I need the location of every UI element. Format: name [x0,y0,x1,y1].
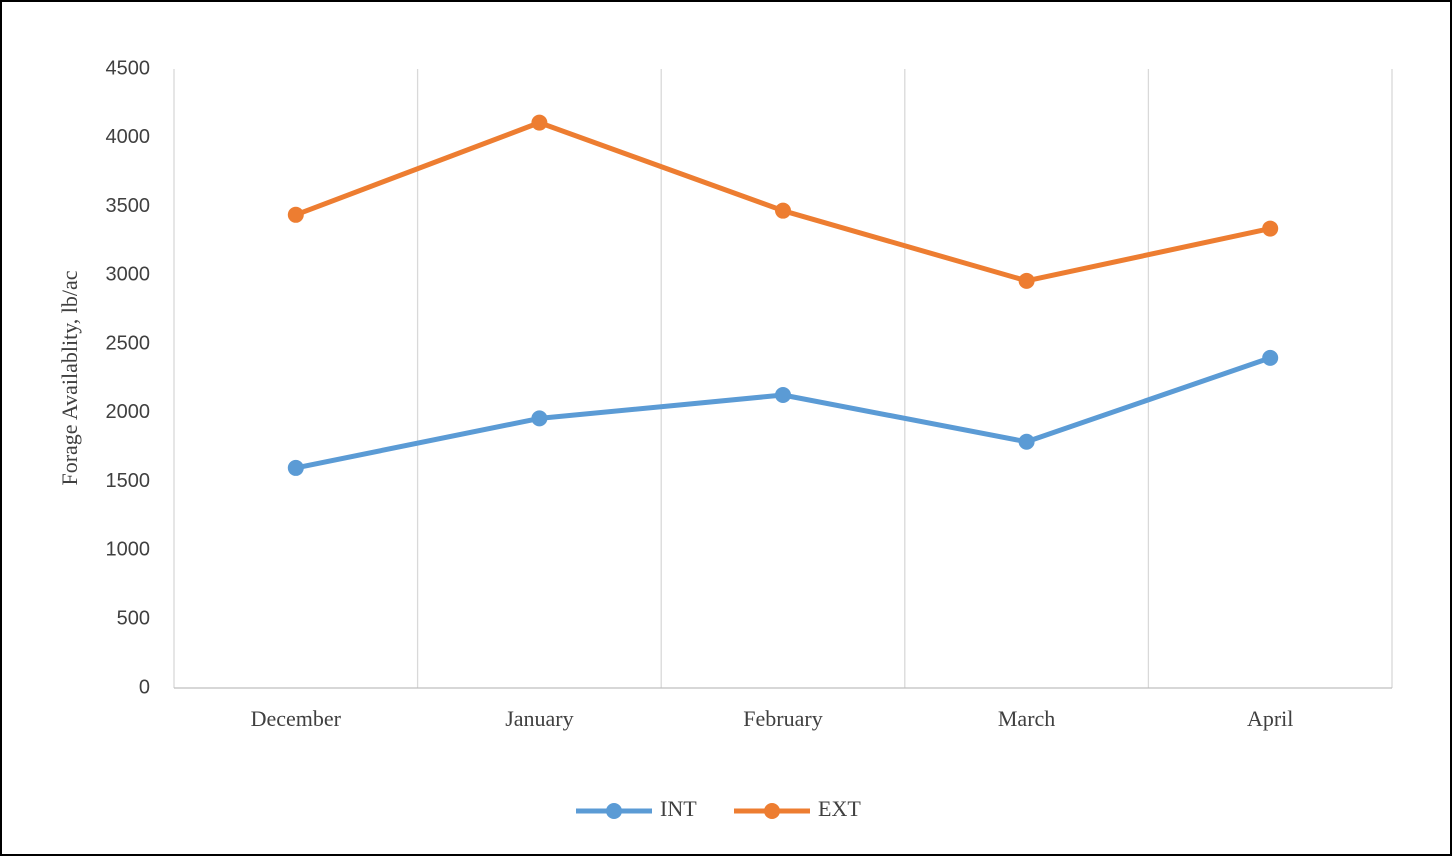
legend-marker [764,803,780,819]
data-point [1262,220,1279,237]
x-tick-label: March [998,706,1055,731]
y-tick-label: 3500 [106,195,151,217]
y-tick-label: 500 [117,608,150,630]
x-tick-label: April [1247,706,1293,731]
data-point [287,206,304,223]
x-tick-label: December [251,706,342,731]
y-tick-label: 4000 [106,126,151,148]
y-tick-label: 1500 [106,470,151,492]
y-tick-label: 0 [139,676,150,698]
data-point [1018,433,1035,450]
y-tick-label: 4500 [106,57,151,79]
data-point [1262,349,1279,366]
legend-label: EXT [818,796,861,821]
data-point [287,459,304,476]
y-tick-label: 2500 [106,332,151,354]
x-tick-label: January [505,706,573,731]
y-tick-label: 3000 [106,264,151,286]
data-point [775,387,791,404]
data-point [775,202,791,219]
y-axis-title: Forage Availablity, lb/ac [57,270,82,485]
data-point [531,410,548,427]
data-point [531,114,548,131]
y-tick-label: 2000 [106,401,151,423]
y-tick-label: 1000 [106,539,151,561]
data-point [1018,272,1035,289]
legend-label: INT [660,796,697,821]
legend-marker [606,803,622,819]
x-tick-label: February [743,706,822,731]
